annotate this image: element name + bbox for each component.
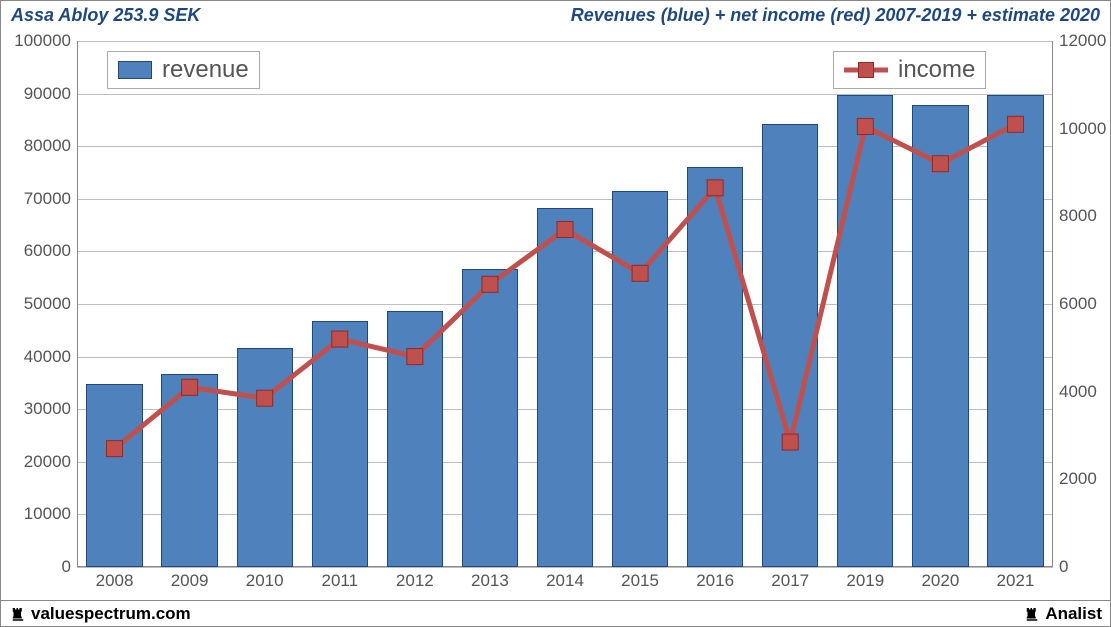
y-left-tick: 20000 [24, 452, 71, 472]
x-tick: 2020 [921, 571, 959, 591]
x-tick: 2009 [171, 571, 209, 591]
y-right-tick: 8000 [1059, 206, 1097, 226]
x-tick: 2017 [771, 571, 809, 591]
y-left-tick: 80000 [24, 136, 71, 156]
chart-container: Assa Abloy 253.9 SEK Revenues (blue) + n… [0, 0, 1111, 627]
title-bar: Assa Abloy 253.9 SEK Revenues (blue) + n… [1, 1, 1110, 29]
x-tick: 2013 [471, 571, 509, 591]
legend-revenue-label: revenue [162, 56, 249, 84]
income-marker [782, 434, 798, 450]
x-tick: 2011 [321, 571, 358, 591]
income-marker [707, 180, 723, 196]
y-right-tick: 12000 [1059, 31, 1106, 51]
y-left-tick: 40000 [24, 347, 71, 367]
y-left-tick: 50000 [24, 294, 71, 314]
y-right-tick: 2000 [1059, 469, 1097, 489]
income-marker [182, 379, 198, 395]
y-right-tick: 10000 [1059, 119, 1106, 139]
y-left-tick: 100000 [14, 31, 71, 51]
income-marker [1007, 116, 1023, 132]
footer-bar: valuespectrum.com Analist [1, 600, 1110, 626]
footer-right-text: Analist [1045, 604, 1102, 624]
income-marker [332, 331, 348, 347]
y-axis-left: 0100002000030000400005000060000700008000… [1, 41, 77, 567]
y-left-tick: 10000 [24, 504, 71, 524]
footer-left-brand: valuespectrum.com [9, 604, 191, 624]
y-axis-right: 020004000600080001000012000 [1053, 41, 1111, 567]
line-overlay [77, 41, 1053, 567]
legend-revenue: revenue [107, 51, 260, 89]
legend-income-label: income [898, 56, 975, 84]
footer-left-text: valuespectrum.com [31, 604, 191, 624]
x-tick: 2021 [997, 571, 1035, 591]
x-tick: 2016 [696, 571, 734, 591]
legend-income: income [833, 51, 986, 89]
y-right-tick: 6000 [1059, 294, 1097, 314]
income-marker [557, 221, 573, 237]
legend-income-swatch [844, 58, 888, 82]
x-tick: 2019 [846, 571, 884, 591]
y-left-tick: 90000 [24, 84, 71, 104]
y-right-tick: 4000 [1059, 382, 1097, 402]
income-marker [482, 276, 498, 292]
y-right-tick: 0 [1059, 557, 1068, 577]
x-tick: 2014 [546, 571, 584, 591]
income-marker [107, 441, 123, 457]
x-tick: 2012 [396, 571, 434, 591]
x-tick: 2015 [621, 571, 659, 591]
y-left-tick: 0 [62, 557, 71, 577]
income-marker [632, 265, 648, 281]
title-left: Assa Abloy 253.9 SEK [11, 5, 200, 26]
income-marker [857, 118, 873, 134]
y-left-tick: 60000 [24, 241, 71, 261]
income-marker [407, 349, 423, 365]
legend-revenue-swatch [118, 61, 152, 79]
rook-icon [9, 605, 27, 623]
x-tick: 2008 [96, 571, 134, 591]
income-line [115, 124, 1016, 448]
title-right: Revenues (blue) + net income (red) 2007-… [571, 5, 1100, 26]
y-left-tick: 30000 [24, 399, 71, 419]
rook-icon [1023, 605, 1041, 623]
y-left-tick: 70000 [24, 189, 71, 209]
income-marker [257, 390, 273, 406]
x-axis: 2008 2009 2010 2011 2012 2013 2014 2015 2016 2017… [77, 567, 1053, 597]
x-tick: 2010 [246, 571, 284, 591]
footer-right-brand: Analist [1023, 604, 1102, 624]
income-marker [932, 156, 948, 172]
